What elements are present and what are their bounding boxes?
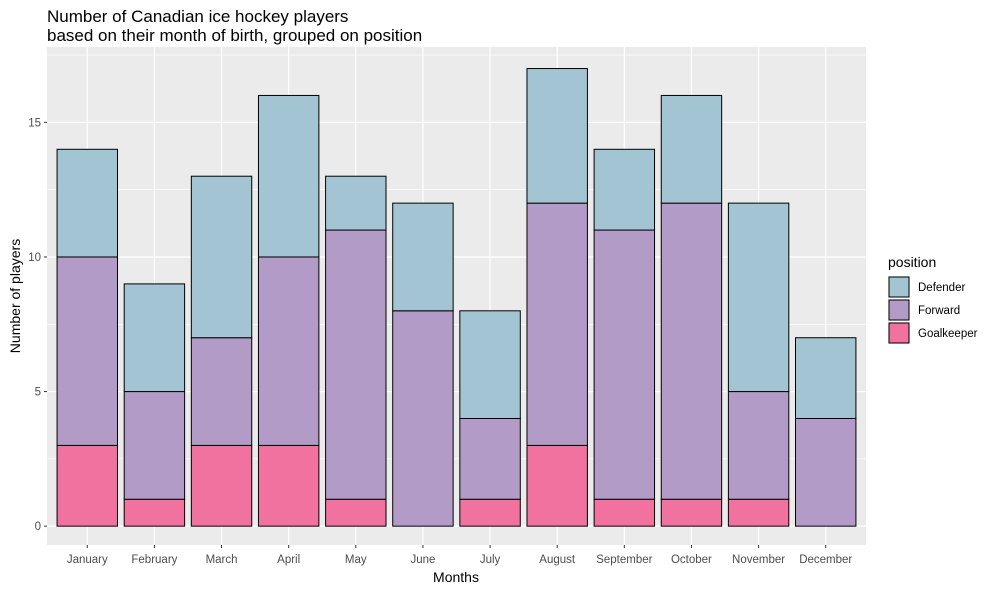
bar-forward-october — [660, 202, 723, 500]
bar-forward-august — [526, 202, 588, 446]
bar-goalkeeper-april — [257, 444, 320, 527]
bar-defender-august — [526, 68, 588, 204]
bar-forward-april — [257, 256, 320, 446]
legend-swatch-forward — [888, 299, 910, 321]
x-tick-label-february: February — [131, 554, 177, 566]
legend-label-defender: Defender — [918, 282, 965, 294]
x-tick-label-april: April — [277, 554, 300, 566]
x-tick-label-june: June — [410, 554, 435, 566]
bar-defender-july — [459, 310, 521, 419]
legend-swatch-defender — [888, 276, 910, 298]
bar-goalkeeper-march — [190, 444, 253, 527]
chart-title-line-2: based on their month of birth, grouped o… — [47, 26, 422, 45]
bar-forward-november — [727, 391, 790, 500]
bar-goalkeeper-february — [123, 498, 186, 527]
legend-swatch-goalkeeper — [888, 322, 910, 344]
bar-defender-october — [660, 94, 723, 204]
y-axis-ticks: 0 5 10 15 — [28, 117, 47, 533]
bar-defender-february — [123, 283, 186, 393]
x-tick-label-may: May — [345, 554, 367, 566]
x-tick-label-november: November — [732, 554, 785, 566]
x-tick-label-january: January — [67, 554, 108, 566]
bar-forward-march — [190, 337, 253, 446]
legend-label-goalkeeper: Goalkeeper — [918, 328, 978, 340]
x-tick-label-march: March — [206, 554, 238, 566]
legend-label-forward: Forward — [918, 305, 960, 317]
bar-forward-february — [123, 391, 186, 500]
x-tick-label-august: August — [539, 554, 576, 566]
bar-defender-january — [56, 148, 118, 258]
bar-forward-may — [325, 229, 387, 500]
x-axis-ticks: January February March April May June July Augu… — [67, 545, 852, 566]
bar-defender-november — [727, 202, 790, 393]
bar-defender-september — [593, 148, 656, 231]
x-axis-title: Months — [433, 569, 479, 585]
y-tick-label: 15 — [28, 117, 41, 129]
bar-defender-may — [325, 175, 387, 231]
bar-goalkeeper-january — [56, 444, 118, 527]
bar-forward-january — [56, 256, 118, 446]
bar-defender-december — [795, 337, 857, 419]
bar-goalkeeper-august — [526, 444, 588, 527]
bar-goalkeeper-november — [727, 498, 790, 527]
y-tick-label: 0 — [35, 521, 41, 533]
y-tick-label: 5 — [35, 387, 41, 399]
legend: position Defender Forward Goalkeeper — [888, 254, 978, 344]
bar-forward-june — [392, 310, 454, 527]
x-tick-label-october: October — [671, 554, 712, 566]
y-axis-title: Number of players — [7, 239, 23, 353]
bar-forward-december — [795, 417, 857, 527]
legend-title: position — [888, 254, 936, 270]
bar-defender-april — [257, 94, 320, 258]
x-tick-label-september: September — [596, 554, 652, 566]
x-tick-label-december: December — [799, 554, 852, 566]
x-tick-label-july: July — [480, 554, 501, 566]
bar-defender-march — [190, 175, 253, 339]
bar-goalkeeper-september — [593, 498, 656, 527]
bars — [56, 68, 857, 527]
bar-goalkeeper-may — [325, 498, 387, 527]
bar-goalkeeper-october — [660, 498, 723, 527]
bar-defender-june — [392, 202, 454, 312]
y-tick-label: 10 — [28, 252, 41, 264]
chart-title-line-1: Number of Canadian ice hockey players — [47, 7, 348, 26]
bar-forward-july — [459, 417, 521, 500]
bar-forward-september — [593, 229, 656, 500]
bar-goalkeeper-july — [459, 498, 521, 527]
